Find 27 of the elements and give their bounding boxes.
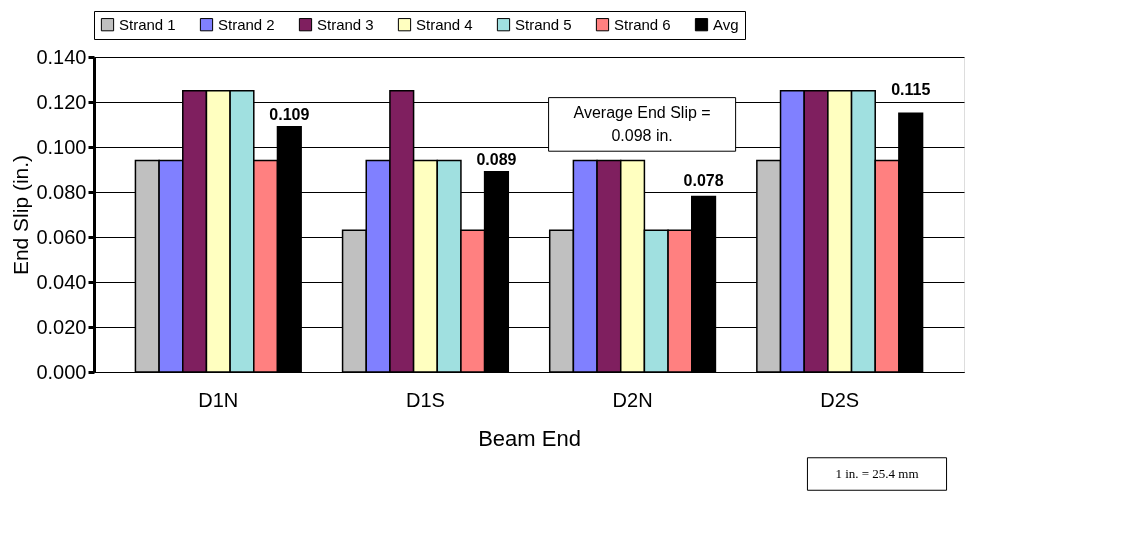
text: 1 in. = 25.4 mm: [835, 466, 919, 481]
y-tick-label: 0.120: [36, 90, 87, 113]
legend-label: Strand 2: [218, 15, 275, 33]
legend-label: Strand 1: [119, 15, 176, 33]
data-label: 0.078: [683, 171, 724, 189]
x-tick-label: D1N: [198, 388, 239, 411]
x-tick-label: D2N: [612, 388, 653, 411]
y-tick-label: 0.000: [36, 360, 87, 383]
data-label: 0.109: [269, 105, 310, 123]
annotation: Average End Slip = 0.098 in.: [573, 104, 711, 144]
y-tick-label: 0.060: [36, 225, 87, 248]
y-tick-label: 0.140: [36, 45, 87, 68]
data-label: 0.089: [476, 150, 517, 168]
legend-label: Strand 5: [515, 15, 572, 33]
y-tick-label: 0.040: [36, 270, 87, 293]
legend-label: Avg: [713, 15, 739, 33]
x-axis-title: Beam End: [478, 425, 581, 451]
data-label: 0.115: [891, 81, 931, 99]
x-tick-label: D1S: [405, 388, 445, 411]
y-tick-label: 0.080: [36, 180, 87, 203]
y-tick-label: 0.020: [36, 315, 87, 338]
x-tick-label: D2S: [820, 388, 860, 411]
legend-label: Strand 4: [416, 15, 473, 33]
y-tick-label: 0.100: [36, 135, 87, 158]
legend-label: Strand 3: [317, 15, 374, 33]
y-axis-title: End Slip (in.): [9, 154, 33, 276]
legend-label: Strand 6: [614, 15, 671, 33]
